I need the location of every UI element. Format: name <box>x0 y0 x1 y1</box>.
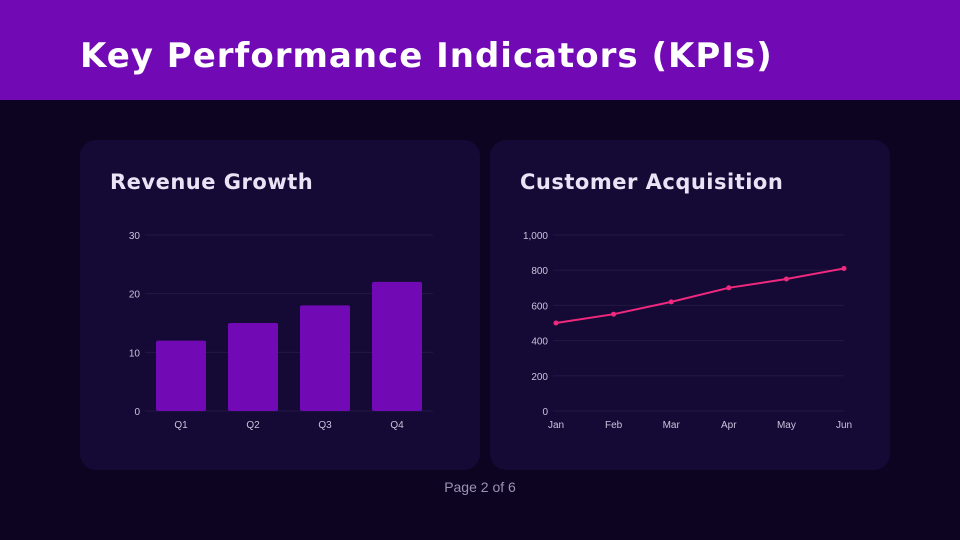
header-bar: Key Performance Indicators (KPIs) <box>0 0 960 100</box>
point-feb <box>611 311 617 317</box>
chart-title: Revenue Growth <box>110 170 314 194</box>
x-tick-label: Apr <box>721 420 737 431</box>
page-title: Key Performance Indicators (KPIs) <box>80 36 773 76</box>
y-tick-label: 0 <box>134 407 140 418</box>
y-tick-label: 1,000 <box>523 231 548 242</box>
x-tick-label: Q1 <box>174 420 188 431</box>
x-tick-label: Feb <box>605 420 623 431</box>
x-tick-label: May <box>777 420 796 431</box>
bar-q3 <box>300 305 350 411</box>
x-tick-label: Q3 <box>318 420 332 431</box>
y-tick-label: 10 <box>129 348 141 359</box>
revenue-growth-card: Revenue Growth 0 10 20 30 Q1 Q2 Q3 Q4 <box>80 140 480 470</box>
y-tick-label: 30 <box>129 231 141 242</box>
y-tick-label: 20 <box>129 290 141 301</box>
x-tick-label: Jun <box>836 420 852 431</box>
point-apr <box>726 285 732 291</box>
point-may <box>783 276 789 282</box>
revenue-bar-chart: 0 10 20 30 Q1 Q2 Q3 Q4 <box>129 231 433 431</box>
bar-q1 <box>156 340 206 411</box>
y-tick-label: 400 <box>531 337 548 348</box>
bar-q4 <box>372 281 422 411</box>
page-indicator: Page 2 of 6 <box>444 479 516 495</box>
y-tick-label: 0 <box>542 407 548 418</box>
point-jun <box>841 265 847 271</box>
customer-line-chart: 0 200 400 600 800 1,000 Jan Feb Mar Apr May Jun <box>523 231 852 431</box>
x-tick-label: Q4 <box>390 420 404 431</box>
y-tick-label: 800 <box>531 266 548 277</box>
y-tick-label: 600 <box>531 301 548 312</box>
point-mar <box>668 299 674 305</box>
x-tick-label: Mar <box>663 420 681 431</box>
y-tick-label: 200 <box>531 372 548 383</box>
x-tick-label: Q2 <box>246 420 260 431</box>
customer-acquisition-card: Customer Acquisition 0 200 400 600 800 1,000 J… <box>490 140 890 470</box>
x-tick-label: Jan <box>548 420 564 431</box>
series-line <box>555 267 845 324</box>
point-jan <box>553 320 559 326</box>
bar-q2 <box>228 323 278 411</box>
chart-title: Customer Acquisition <box>520 170 784 194</box>
